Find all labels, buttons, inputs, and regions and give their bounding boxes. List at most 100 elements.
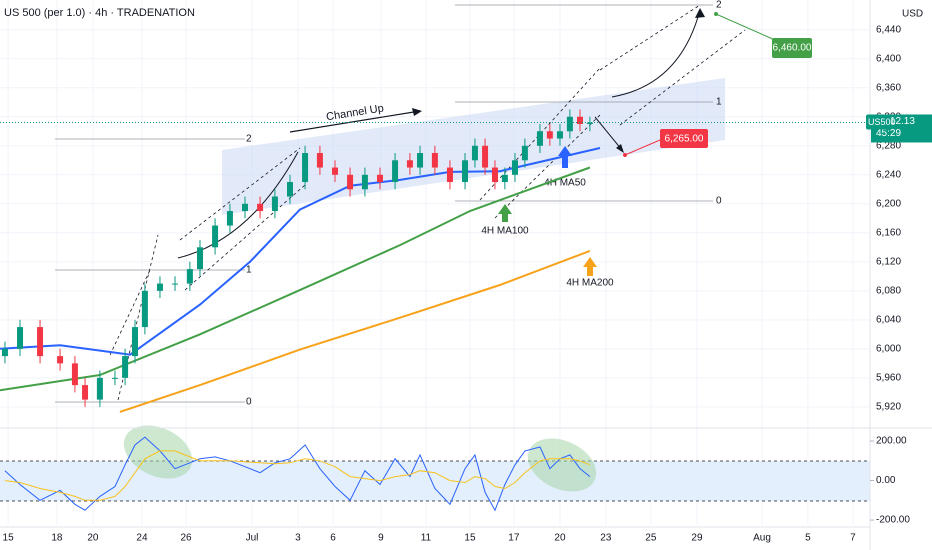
x-tick-label: 26	[180, 533, 192, 544]
target-dot	[714, 12, 718, 16]
x-tick-label: 17	[508, 533, 520, 544]
y-tick-label: 6,240	[876, 169, 901, 180]
curve-arrow	[177, 151, 299, 259]
candle-body	[271, 196, 278, 212]
channel-line	[109, 269, 151, 356]
x-tick-label: 20	[87, 533, 99, 544]
target-label: 6,460.00	[773, 43, 812, 54]
y-tick-label: 6,400	[876, 53, 901, 64]
candle-body	[536, 131, 543, 146]
arrow	[594, 116, 623, 151]
candle-body	[82, 385, 89, 400]
channel-line	[494, 114, 601, 219]
candle-body	[566, 116, 573, 132]
candle-body	[242, 203, 249, 212]
target-box	[660, 129, 708, 148]
plot	[0, 109, 870, 512]
candle-body	[141, 290, 148, 328]
candle-body	[471, 145, 478, 161]
candle-body	[462, 160, 469, 183]
candle-body	[257, 203, 264, 212]
candle-body	[446, 167, 453, 183]
candle-body	[546, 131, 553, 139]
osc-tick-label: -200.00	[876, 515, 910, 526]
x-tick-label: 7	[850, 533, 856, 544]
arrow	[289, 110, 421, 133]
y-tick-label: 6,440	[876, 24, 901, 35]
arrow-head	[616, 144, 624, 153]
fib-label: 0	[716, 196, 722, 207]
candle-body	[37, 327, 44, 357]
candle-body	[57, 356, 64, 364]
y-tick-label: 6,200	[876, 198, 901, 209]
x-tick-label: Jul	[246, 533, 259, 544]
candle-body	[521, 145, 528, 161]
candle-body	[156, 283, 163, 291]
x-tick-label: 9	[378, 533, 384, 544]
ma-line	[0, 147, 601, 356]
highlight	[527, 438, 597, 492]
candle-body	[302, 153, 309, 183]
last-price-countdown: 45:29	[876, 128, 901, 139]
channel-line	[117, 234, 159, 401]
candle-body	[347, 174, 354, 190]
ma-line	[119, 249, 591, 413]
x-tick-label: 11	[421, 533, 432, 544]
y-tick-label: 5,960	[876, 372, 901, 383]
y-tick-label: 6,280	[876, 140, 901, 151]
target-line	[715, 13, 776, 41]
x-tick-label: 5	[805, 533, 811, 544]
symbol-box	[866, 114, 891, 130]
fib-label: 1	[716, 97, 722, 108]
candle-body	[577, 116, 583, 125]
candle-body	[491, 167, 498, 183]
candle-body	[96, 377, 103, 400]
arrow-head	[412, 108, 422, 116]
candle-body	[417, 153, 424, 168]
y-tick-label: 6,360	[876, 82, 901, 93]
target-box	[772, 38, 812, 58]
x-tick-label: 3	[295, 533, 301, 544]
candle-body	[131, 327, 138, 357]
target-label: 6,265.00	[665, 134, 704, 145]
x-tick-label: 24	[136, 533, 148, 544]
ma-arrow	[583, 257, 597, 276]
x-tick-label: 15	[464, 533, 476, 544]
y-tick-label: 6,120	[876, 256, 901, 267]
x-tick-label: 25	[645, 533, 657, 544]
candle-body	[511, 160, 518, 175]
chart-title: US 500 (per 1.0) · 4h · TRADENATION	[4, 7, 195, 19]
candle-body	[482, 145, 489, 168]
candle-body	[331, 167, 338, 175]
candle-body	[1, 348, 8, 357]
target-line	[624, 139, 661, 156]
fib-label: 2	[246, 134, 252, 145]
candle-body	[226, 211, 233, 226]
candle-body	[376, 174, 383, 183]
axis-unit: USD	[902, 9, 923, 20]
candle-body	[172, 283, 179, 285]
fib-label: 1	[246, 265, 252, 276]
arrow-head	[695, 8, 705, 18]
y-tick-label: 5,920	[876, 402, 901, 413]
candle-body	[556, 131, 563, 139]
x-tick-label: 6	[330, 533, 336, 544]
last-price-label: 6,312.13	[876, 116, 915, 127]
channel-line	[179, 147, 301, 241]
curve-arrow	[611, 9, 701, 98]
fib-label: 0	[246, 397, 252, 408]
ma-label: 4H MA50	[544, 178, 586, 189]
ma-arrow	[498, 204, 512, 222]
osc-line	[4, 450, 591, 501]
channel-line	[184, 184, 306, 291]
x-tick-label: 29	[691, 533, 703, 544]
candle-body	[287, 182, 293, 197]
target-dot	[623, 153, 627, 157]
x-tick-label: 18	[51, 533, 63, 544]
candle-body	[361, 174, 368, 190]
candle-body	[111, 377, 118, 379]
osc-tick-label: 0.00	[876, 475, 896, 486]
x-tick-label: Aug	[753, 533, 771, 544]
candle-body	[392, 160, 399, 183]
channel-line	[619, 29, 746, 126]
